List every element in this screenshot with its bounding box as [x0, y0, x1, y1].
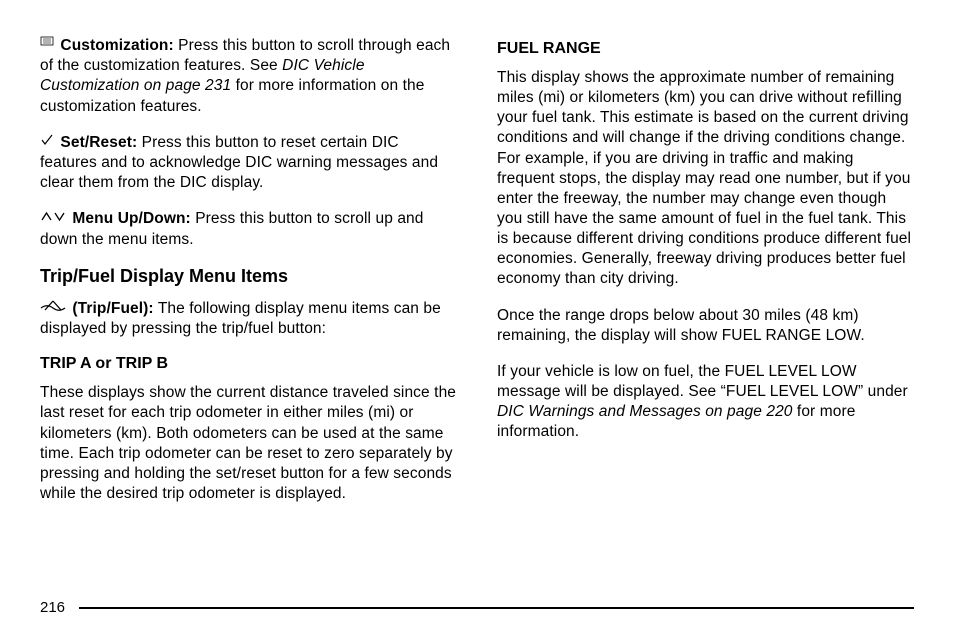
tripfuel-para: (Trip/Fuel): The following display menu …: [40, 299, 457, 339]
setreset-para: Set/Reset: Press this button to reset ce…: [40, 133, 457, 194]
check-icon: [40, 133, 54, 153]
customization-para: Customization: Press this button to scro…: [40, 36, 457, 117]
tripab-para: These displays show the current distance…: [40, 383, 457, 504]
updown-icon: [40, 209, 66, 229]
tripfuel-heading: Trip/Fuel Display Menu Items: [40, 266, 457, 287]
tripfuel-label: (Trip/Fuel):: [72, 300, 153, 317]
fuelrange-p3ref: DIC Warnings and Messages on page 220: [497, 403, 793, 420]
menuupdown-para: Menu Up/Down: Press this button to scrol…: [40, 209, 457, 249]
fuelrange-p1: This display shows the approximate numbe…: [497, 68, 914, 290]
customization-label: Customization:: [60, 37, 173, 54]
fuelrange-p2: Once the range drops below about 30 mile…: [497, 306, 914, 346]
fuelrange-heading: FUEL RANGE: [497, 40, 914, 58]
menuupdown-label: Menu Up/Down:: [72, 211, 190, 228]
footer-rule: [79, 607, 914, 609]
page-columns: Customization: Press this button to scro…: [40, 36, 914, 520]
page-footer: 216: [40, 599, 914, 616]
setreset-label: Set/Reset:: [60, 134, 137, 151]
tripab-heading: TRIP A or TRIP B: [40, 355, 457, 373]
left-column: Customization: Press this button to scro…: [40, 36, 457, 520]
page-number: 216: [40, 599, 65, 616]
fuelrange-p3a: If your vehicle is low on fuel, the FUEL…: [497, 363, 908, 400]
customization-icon: [40, 36, 54, 56]
fuelrange-p3: If your vehicle is low on fuel, the FUEL…: [497, 362, 914, 443]
right-column: FUEL RANGE This display shows the approx…: [497, 36, 914, 520]
tripfuel-icon: [40, 299, 66, 319]
